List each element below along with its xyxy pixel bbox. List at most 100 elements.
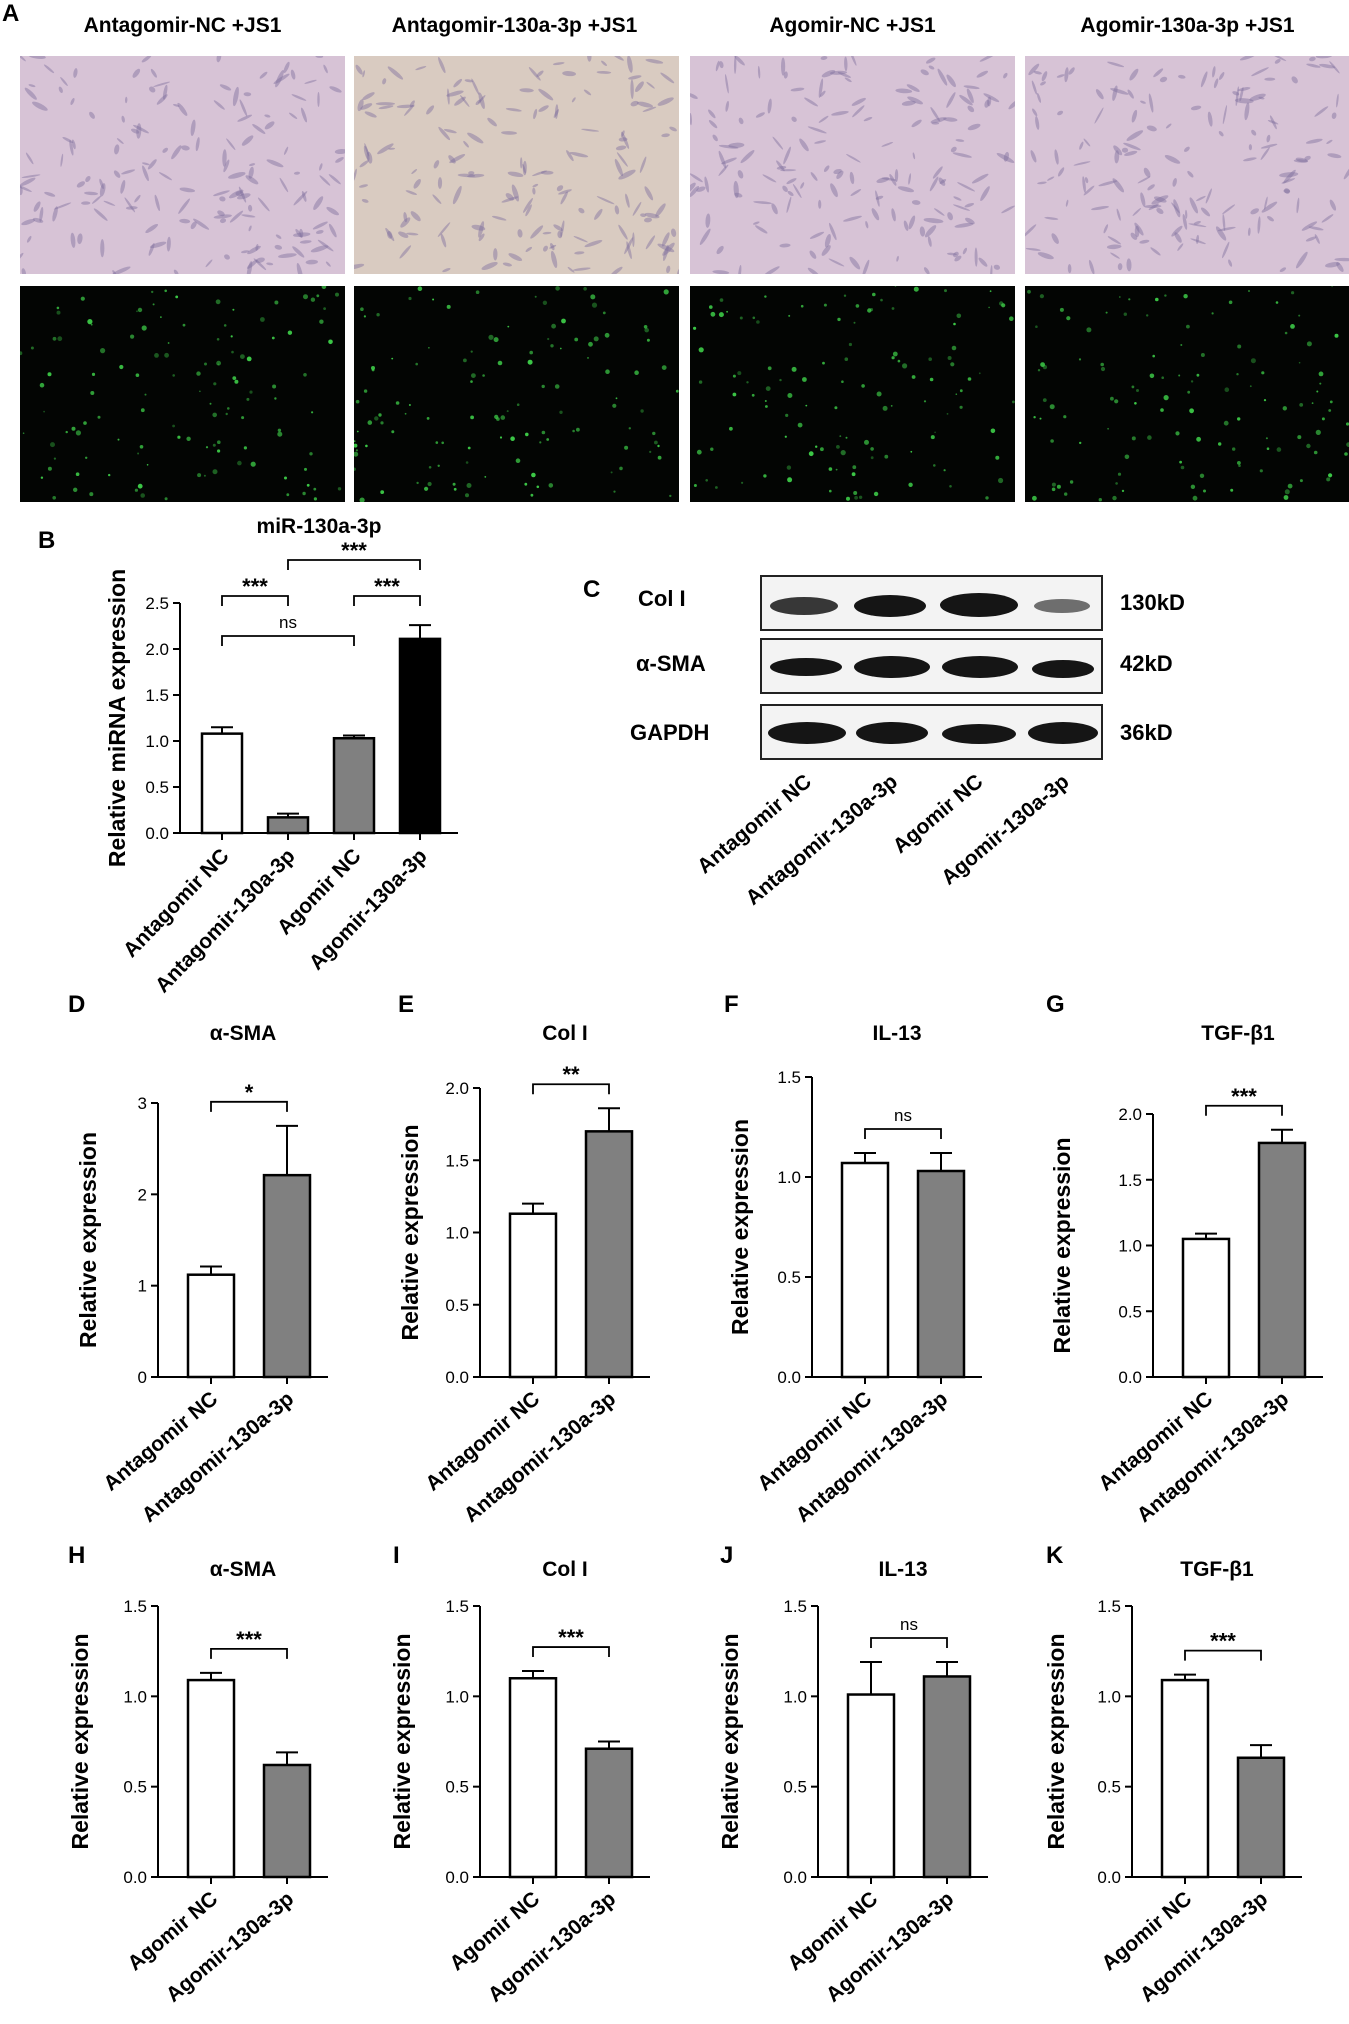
- cell-texture: [719, 61, 724, 69]
- fluorescent-dot: [1291, 291, 1295, 295]
- cell-texture: [442, 268, 451, 273]
- fluorescent-dot: [1117, 472, 1122, 476]
- cell-texture: [630, 100, 639, 107]
- cell-texture: [829, 222, 837, 241]
- cell-texture: [1283, 169, 1296, 184]
- cell-texture: [1112, 178, 1125, 193]
- y-axis-label: Relative expression: [727, 1119, 753, 1335]
- cell-texture: [85, 175, 91, 183]
- fluorescent-dot: [551, 323, 556, 329]
- cell-texture: [222, 149, 227, 167]
- fluorescent-dot: [1287, 483, 1293, 489]
- fluorescent-dot: [47, 466, 52, 471]
- micrograph-title-antagomir-130a: Antagomir-130a-3p +JS1: [391, 14, 638, 37]
- fluorescent-dot: [311, 411, 314, 414]
- cell-texture: [716, 245, 724, 255]
- cell-texture: [377, 143, 394, 155]
- cell-texture: [406, 232, 419, 236]
- cell-texture: [179, 218, 191, 224]
- cell-texture: [690, 173, 703, 183]
- fluorescent-dot: [1050, 439, 1054, 443]
- chart-title: α-SMA: [210, 1558, 277, 1581]
- cell-texture: [396, 104, 415, 109]
- fluorescent-dot: [870, 447, 874, 451]
- cell-texture: [375, 102, 395, 106]
- fluorescent-dot: [944, 289, 947, 293]
- fluorescent-dot: [943, 469, 946, 472]
- cell-texture: [1148, 203, 1159, 211]
- fluorescent-dot: [395, 401, 400, 405]
- cell-texture: [364, 111, 377, 118]
- fluorescent-dot: [1012, 400, 1015, 404]
- fluorescent-dot: [217, 440, 221, 444]
- fluorescent-dot: [661, 365, 667, 370]
- y-tick-label: 0.5: [445, 1778, 469, 1797]
- x-tick-label: Agomir-130a-3p: [1136, 1887, 1272, 2007]
- fluorescent-dot: [1238, 464, 1241, 467]
- fluorescent-dot: [1183, 294, 1188, 299]
- cell-texture: [245, 175, 259, 185]
- fluorescent-dot: [304, 467, 307, 471]
- y-tick-label: 0.0: [445, 1868, 469, 1887]
- fluorescent-dot: [1346, 422, 1349, 426]
- cell-texture: [572, 267, 591, 271]
- cell-texture: [979, 56, 997, 62]
- chart-title: TGF-β1: [1201, 1022, 1275, 1045]
- cell-texture: [259, 71, 268, 79]
- cell-texture: [1264, 196, 1268, 210]
- fluorescent-dot: [547, 337, 550, 341]
- fluorescent-dot: [950, 362, 955, 367]
- fluorescent-dot: [1001, 303, 1006, 308]
- fluorescent-dot: [1131, 436, 1136, 441]
- fluorescent-dot: [1107, 427, 1109, 430]
- fluorescent-dot: [765, 405, 768, 408]
- cell-texture: [1073, 161, 1091, 166]
- fluorescent-dot: [1059, 307, 1064, 312]
- fluorescent-dot: [959, 405, 963, 409]
- cell-texture: [891, 208, 896, 222]
- blot-band: [942, 656, 1018, 678]
- cell-texture: [1067, 264, 1072, 274]
- fluorescent-dot: [698, 380, 703, 384]
- fluorescent-dot: [619, 466, 623, 471]
- cell-texture: [124, 197, 136, 213]
- fluorescent-dot: [1033, 416, 1036, 419]
- chart-title: Col I: [542, 1022, 588, 1045]
- y-tick-label: 2.0: [445, 1079, 469, 1098]
- fluorescent-dot: [135, 373, 140, 377]
- cell-texture: [142, 162, 150, 166]
- fluorescent-dot: [1346, 442, 1349, 447]
- cell-texture: [84, 191, 98, 196]
- cell-texture: [932, 166, 943, 179]
- cell-texture: [449, 154, 466, 164]
- fluorescent-dot: [752, 316, 756, 320]
- brightfield-image-agomir-nc: [690, 56, 1015, 274]
- cell-texture: [974, 247, 978, 267]
- cell-texture: [536, 70, 544, 77]
- fluorescent-dot: [1164, 294, 1167, 297]
- y-axis-label: Relative expression: [67, 1633, 93, 1849]
- fluorescent-dot: [56, 306, 60, 310]
- cell-texture: [1248, 144, 1253, 151]
- cell-texture: [644, 217, 652, 223]
- cell-texture: [1083, 185, 1095, 196]
- fluorescent-dot: [802, 377, 807, 382]
- x-tick-label: Agomir-130a-3p: [162, 1887, 298, 2007]
- fluorescent-dot: [1283, 495, 1289, 500]
- fluorescent-dot: [75, 430, 81, 436]
- cell-texture: [446, 90, 464, 97]
- fluorescent-dot: [139, 445, 144, 449]
- cell-texture: [1057, 167, 1065, 177]
- cell-texture: [219, 196, 226, 202]
- y-tick-label: 0.5: [123, 1778, 147, 1797]
- cell-texture: [966, 88, 974, 104]
- fluorescent-dot: [321, 286, 327, 289]
- fluorescent-dot: [646, 338, 650, 342]
- cell-texture: [177, 102, 188, 116]
- fluorescent-dot: [718, 312, 724, 318]
- cell-texture: [1110, 88, 1129, 95]
- cell-texture: [964, 202, 975, 208]
- fluorescent-dot: [437, 464, 440, 467]
- fluorescent-dot: [1284, 331, 1288, 335]
- cell-texture: [807, 126, 827, 134]
